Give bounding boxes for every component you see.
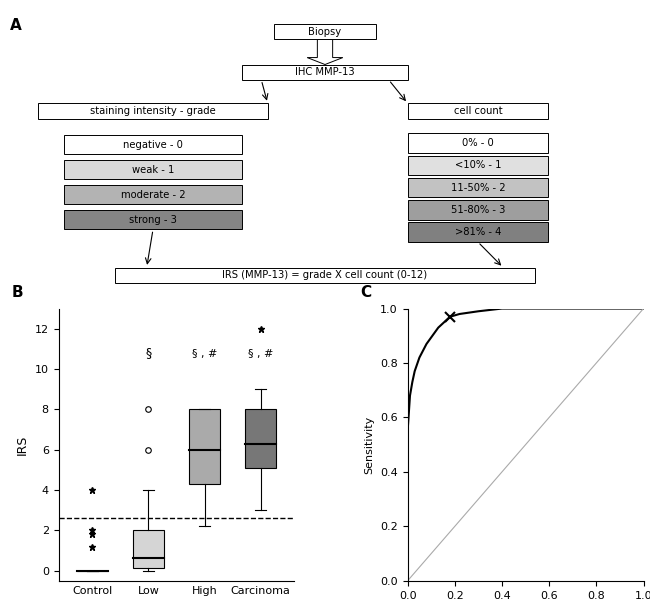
FancyBboxPatch shape (38, 103, 268, 119)
Text: moderate - 2: moderate - 2 (121, 189, 185, 200)
FancyBboxPatch shape (408, 178, 548, 197)
Text: C: C (361, 286, 372, 301)
FancyBboxPatch shape (115, 267, 535, 283)
Text: 51-80% - 3: 51-80% - 3 (450, 205, 505, 215)
FancyBboxPatch shape (64, 160, 242, 179)
FancyBboxPatch shape (408, 200, 548, 220)
Y-axis label: IRS: IRS (16, 434, 29, 455)
Text: § , #: § , # (248, 349, 274, 359)
FancyBboxPatch shape (408, 155, 548, 175)
Y-axis label: Sensitivity: Sensitivity (365, 416, 374, 474)
FancyBboxPatch shape (274, 24, 376, 39)
Text: B: B (11, 286, 23, 301)
Text: 0% - 0: 0% - 0 (462, 138, 494, 148)
FancyBboxPatch shape (64, 185, 242, 204)
FancyBboxPatch shape (64, 210, 242, 229)
Text: IHC MMP-13: IHC MMP-13 (295, 67, 355, 77)
Text: cell count: cell count (454, 106, 502, 116)
FancyBboxPatch shape (408, 134, 548, 153)
Bar (245, 410, 276, 468)
FancyBboxPatch shape (408, 103, 548, 119)
Text: strong - 3: strong - 3 (129, 215, 177, 224)
Bar (189, 410, 220, 484)
Text: staining intensity - grade: staining intensity - grade (90, 106, 216, 116)
Text: weak - 1: weak - 1 (132, 165, 174, 175)
Text: Biopsy: Biopsy (309, 27, 341, 37)
Text: A: A (10, 18, 21, 33)
FancyBboxPatch shape (408, 223, 548, 242)
Bar (133, 531, 164, 567)
FancyBboxPatch shape (64, 135, 242, 154)
Text: §: § (145, 346, 151, 359)
Text: § , #: § , # (192, 349, 217, 359)
Text: >81% - 4: >81% - 4 (455, 227, 501, 237)
Text: <10% - 1: <10% - 1 (454, 160, 501, 171)
Polygon shape (307, 39, 343, 65)
Text: 11-50% - 2: 11-50% - 2 (450, 183, 505, 192)
Text: IRS (MMP-13) = grade X cell count (0-12): IRS (MMP-13) = grade X cell count (0-12) (222, 270, 428, 280)
Text: negative - 0: negative - 0 (123, 140, 183, 149)
FancyBboxPatch shape (242, 65, 408, 80)
